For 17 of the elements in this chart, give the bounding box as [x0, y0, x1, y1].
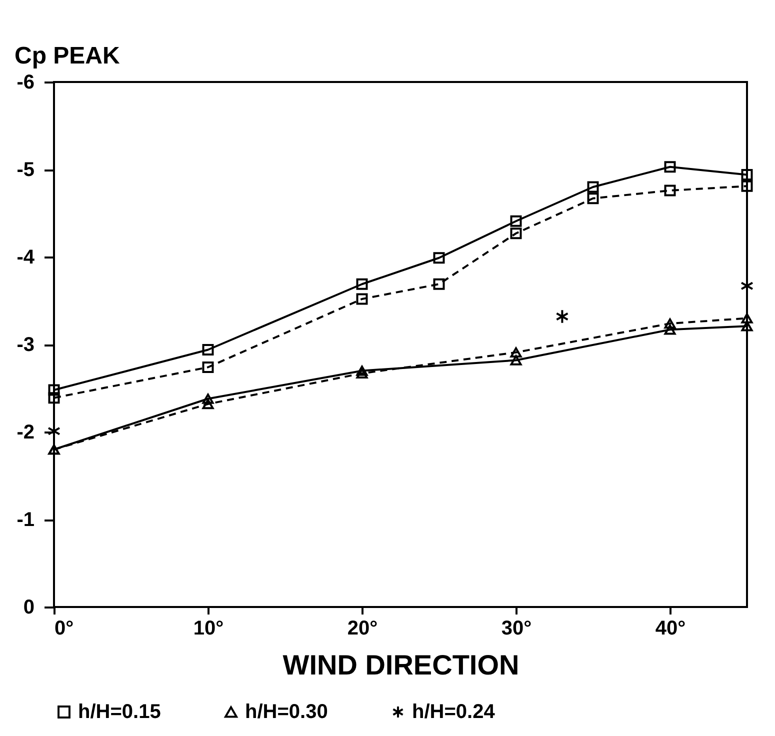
x-tick-label: 20°	[347, 618, 378, 640]
x-tick-label: 30°	[501, 618, 532, 640]
legend-label: h/H=0.30	[245, 701, 328, 723]
y-tick-label: -5	[16, 159, 34, 181]
x-axis-title: WIND DIRECTION	[282, 650, 520, 680]
y-tick-label: 0	[23, 596, 34, 618]
y-axis-title: Cp PEAK	[14, 42, 121, 70]
x-tick-label: 0°	[54, 618, 74, 640]
x-tick-label: 10°	[193, 618, 224, 640]
y-tick-label: -4	[16, 246, 36, 268]
y-tick-label: -2	[16, 422, 34, 444]
y-tick-label: -1	[16, 509, 34, 531]
legend-label: h/H=0.24	[412, 701, 496, 723]
y-tick-label: -3	[16, 334, 34, 356]
y-tick-label: -6	[16, 72, 34, 94]
x-tick-label: 40°	[655, 618, 686, 640]
legend-label: h/H=0.15	[78, 701, 161, 723]
